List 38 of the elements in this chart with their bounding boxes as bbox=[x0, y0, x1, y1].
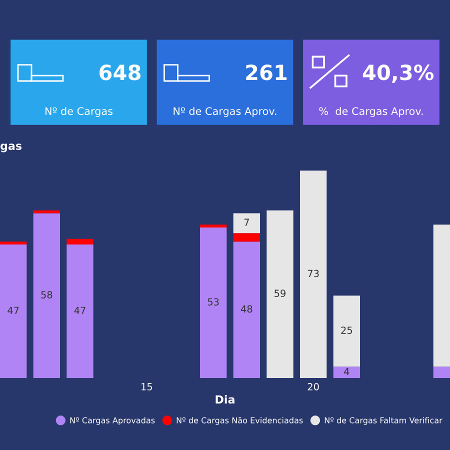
bar bbox=[200, 224, 227, 228]
bar bbox=[333, 366, 360, 378]
data-label: 47 bbox=[74, 306, 86, 314]
text: Nº de Cargas Aprov. bbox=[174, 107, 276, 118]
bar bbox=[233, 233, 260, 242]
bar bbox=[233, 242, 260, 378]
bar bbox=[33, 210, 60, 214]
data-label: 48 bbox=[240, 305, 252, 313]
data-label: 7 bbox=[244, 218, 249, 226]
legend-label: Nº Cargas Aprovadas bbox=[70, 417, 155, 425]
bar bbox=[200, 227, 227, 378]
text: 261 bbox=[246, 64, 287, 80]
data-label: 53 bbox=[208, 298, 219, 306]
text: Nº de Cargas bbox=[46, 107, 112, 118]
legend-label: Nº de Cargas Faltam Verificar bbox=[324, 417, 442, 425]
bar bbox=[300, 170, 327, 378]
x-tick-label: 15 bbox=[142, 383, 152, 390]
bar bbox=[333, 296, 360, 367]
data-label: 58 bbox=[41, 291, 52, 298]
bar bbox=[266, 210, 294, 378]
bar bbox=[0, 242, 27, 244]
legend-label: Nº de Cargas Não Evidenciadas bbox=[176, 416, 303, 425]
data-label: 25 bbox=[341, 326, 352, 334]
x-axis-title: Dia bbox=[216, 395, 234, 404]
data-label: 47 bbox=[8, 306, 19, 314]
bar bbox=[33, 213, 60, 378]
text: 40,3% bbox=[362, 64, 434, 83]
bar bbox=[66, 244, 94, 378]
data-label: 59 bbox=[274, 290, 286, 298]
bar bbox=[233, 213, 260, 234]
x-tick-label: 20 bbox=[308, 383, 319, 390]
data-label: 73 bbox=[308, 270, 319, 278]
data-label: 4 bbox=[344, 368, 350, 375]
bar bbox=[66, 238, 94, 244]
text: 648 bbox=[100, 64, 140, 80]
chart-title: gas bbox=[0, 144, 22, 152]
bar bbox=[0, 244, 27, 378]
text: % de Cargas Aprov. bbox=[319, 107, 423, 118]
